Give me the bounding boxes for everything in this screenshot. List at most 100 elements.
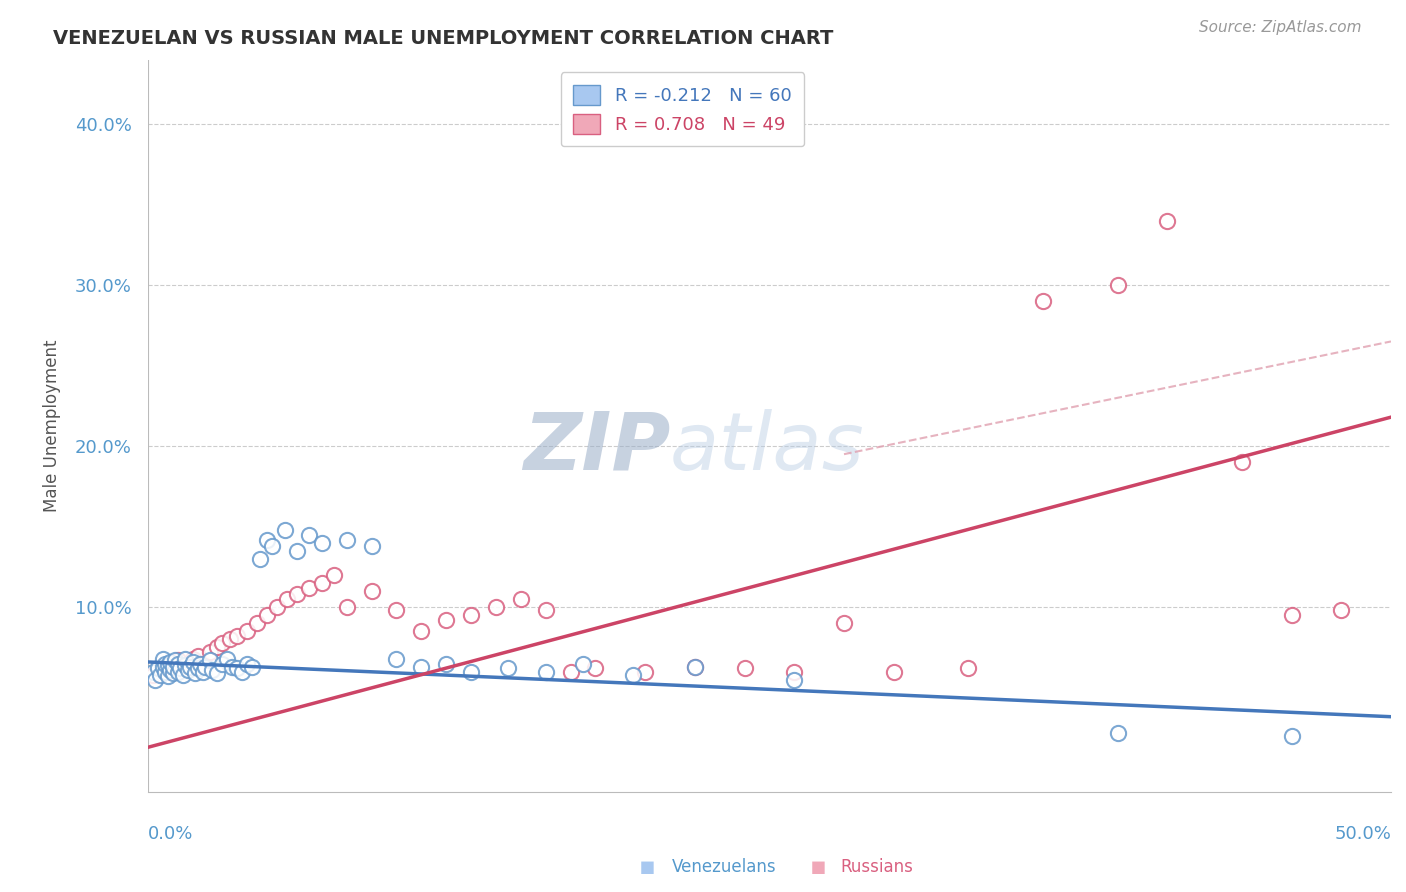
- Point: [191, 657, 214, 671]
- Point: [1230, 455, 1253, 469]
- Point: [360, 539, 382, 553]
- Point: [149, 668, 172, 682]
- Point: [207, 666, 229, 681]
- Point: [219, 632, 242, 647]
- Point: [181, 655, 204, 669]
- Point: [285, 587, 308, 601]
- Point: [159, 663, 181, 677]
- Point: [460, 608, 482, 623]
- Point: [217, 651, 239, 665]
- Point: [156, 669, 179, 683]
- Point: [411, 660, 433, 674]
- Point: [460, 665, 482, 679]
- Point: [621, 668, 644, 682]
- Point: [155, 657, 177, 671]
- Point: [187, 648, 209, 663]
- Text: Source: ZipAtlas.com: Source: ZipAtlas.com: [1198, 20, 1361, 35]
- Point: [1107, 726, 1129, 740]
- Point: [434, 613, 457, 627]
- Point: [256, 608, 278, 623]
- Point: [165, 653, 187, 667]
- Point: [783, 665, 806, 679]
- Point: [142, 665, 165, 679]
- Point: [266, 600, 288, 615]
- Point: [336, 533, 359, 547]
- Point: [385, 651, 408, 665]
- Point: [572, 657, 595, 671]
- Point: [1156, 213, 1178, 227]
- Point: [534, 665, 557, 679]
- Point: [146, 661, 169, 675]
- Point: [683, 660, 706, 674]
- Point: [298, 581, 321, 595]
- Text: Venezuelans: Venezuelans: [672, 858, 776, 876]
- Point: [276, 592, 298, 607]
- Point: [207, 640, 229, 655]
- Point: [172, 661, 194, 675]
- Point: [174, 651, 197, 665]
- Point: [249, 552, 271, 566]
- Point: [142, 668, 165, 682]
- Point: [583, 661, 606, 675]
- Text: 0.0%: 0.0%: [148, 825, 193, 844]
- Point: [152, 660, 174, 674]
- Point: [311, 535, 333, 549]
- Point: [285, 544, 308, 558]
- Point: [634, 665, 657, 679]
- Point: [169, 661, 191, 675]
- Point: [534, 603, 557, 617]
- Text: 50.0%: 50.0%: [1334, 825, 1391, 844]
- Point: [256, 533, 278, 547]
- Point: [1281, 608, 1303, 623]
- Point: [156, 657, 179, 671]
- Point: [166, 653, 188, 667]
- Point: [162, 666, 184, 681]
- Text: atlas: atlas: [671, 409, 865, 487]
- Point: [783, 673, 806, 687]
- Point: [198, 645, 221, 659]
- Point: [155, 665, 177, 679]
- Legend: R = -0.212   N = 60, R = 0.708   N = 49: R = -0.212 N = 60, R = 0.708 N = 49: [561, 72, 804, 146]
- Point: [176, 663, 198, 677]
- Point: [560, 665, 582, 679]
- Point: [172, 668, 194, 682]
- Point: [1032, 294, 1054, 309]
- Point: [194, 660, 217, 674]
- Point: [156, 658, 179, 673]
- Point: [298, 527, 321, 541]
- Point: [957, 661, 980, 675]
- Point: [485, 600, 508, 615]
- Point: [198, 653, 221, 667]
- Point: [832, 616, 855, 631]
- Point: [1281, 729, 1303, 743]
- Point: [236, 624, 259, 639]
- Point: [211, 657, 233, 671]
- Point: [273, 523, 295, 537]
- Point: [311, 576, 333, 591]
- Point: [226, 661, 249, 675]
- Point: [174, 658, 197, 673]
- Point: [162, 660, 184, 674]
- Point: [336, 600, 359, 615]
- Point: [152, 651, 174, 665]
- Point: [360, 584, 382, 599]
- Point: [240, 660, 263, 674]
- Point: [211, 635, 233, 649]
- Point: [221, 660, 243, 674]
- Point: [509, 592, 531, 607]
- Point: [226, 629, 249, 643]
- Point: [1107, 278, 1129, 293]
- Point: [159, 655, 181, 669]
- Point: [162, 660, 184, 674]
- Point: [201, 663, 224, 677]
- Point: [323, 568, 346, 582]
- Point: [176, 658, 198, 673]
- Point: [262, 539, 284, 553]
- Point: [734, 661, 756, 675]
- Point: [683, 660, 706, 674]
- Text: VENEZUELAN VS RUSSIAN MALE UNEMPLOYMENT CORRELATION CHART: VENEZUELAN VS RUSSIAN MALE UNEMPLOYMENT …: [53, 29, 834, 47]
- Point: [143, 673, 166, 687]
- Y-axis label: Male Unemployment: Male Unemployment: [44, 340, 60, 512]
- Point: [188, 657, 211, 671]
- Point: [411, 624, 433, 639]
